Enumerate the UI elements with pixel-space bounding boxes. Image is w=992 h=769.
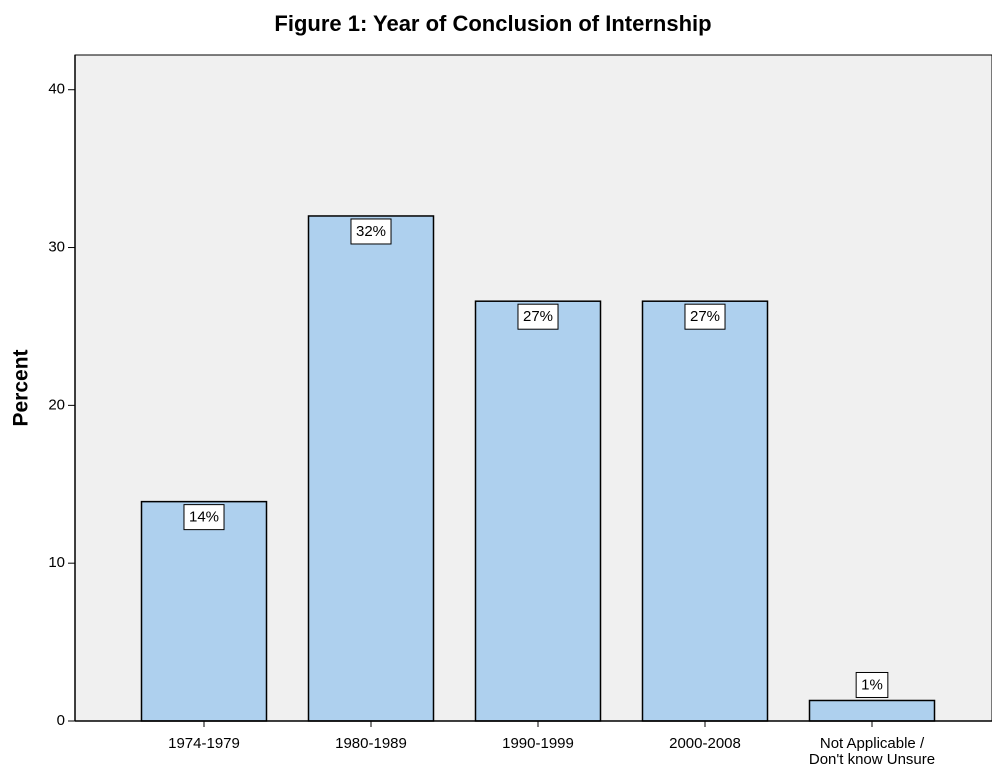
x-tick-label: 1990-1999 [502, 735, 574, 752]
data-label: 1% [861, 676, 883, 693]
data-label: 27% [523, 308, 553, 325]
x-tick-label: 2000-2008 [669, 735, 741, 752]
y-tick-label: 30 [48, 239, 65, 256]
y-tick-label: 0 [57, 712, 65, 729]
chart-title: Figure 1: Year of Conclusion of Internsh… [274, 11, 711, 36]
x-tick-label: 1974-1979 [168, 735, 240, 752]
data-label-box [684, 303, 726, 330]
data-label-box [517, 303, 559, 330]
data-label: 27% [690, 308, 720, 325]
bar [808, 699, 936, 722]
data-label-box [855, 671, 889, 698]
bar [641, 300, 769, 722]
data-label-box [183, 504, 225, 531]
data-label: 14% [189, 509, 219, 526]
bar [474, 300, 602, 722]
bar [307, 215, 435, 722]
x-tick-label: 1980-1989 [335, 735, 407, 752]
x-tick-label: Not Applicable / Don't know Unsure [808, 735, 936, 768]
data-label: 32% [356, 223, 386, 240]
y-tick-label: 10 [48, 554, 65, 571]
y-tick-label: 40 [48, 81, 65, 98]
bar [140, 500, 268, 722]
y-tick-label: 20 [48, 396, 65, 413]
data-label-box [350, 218, 392, 245]
y-axis-label: Percent [10, 349, 33, 426]
